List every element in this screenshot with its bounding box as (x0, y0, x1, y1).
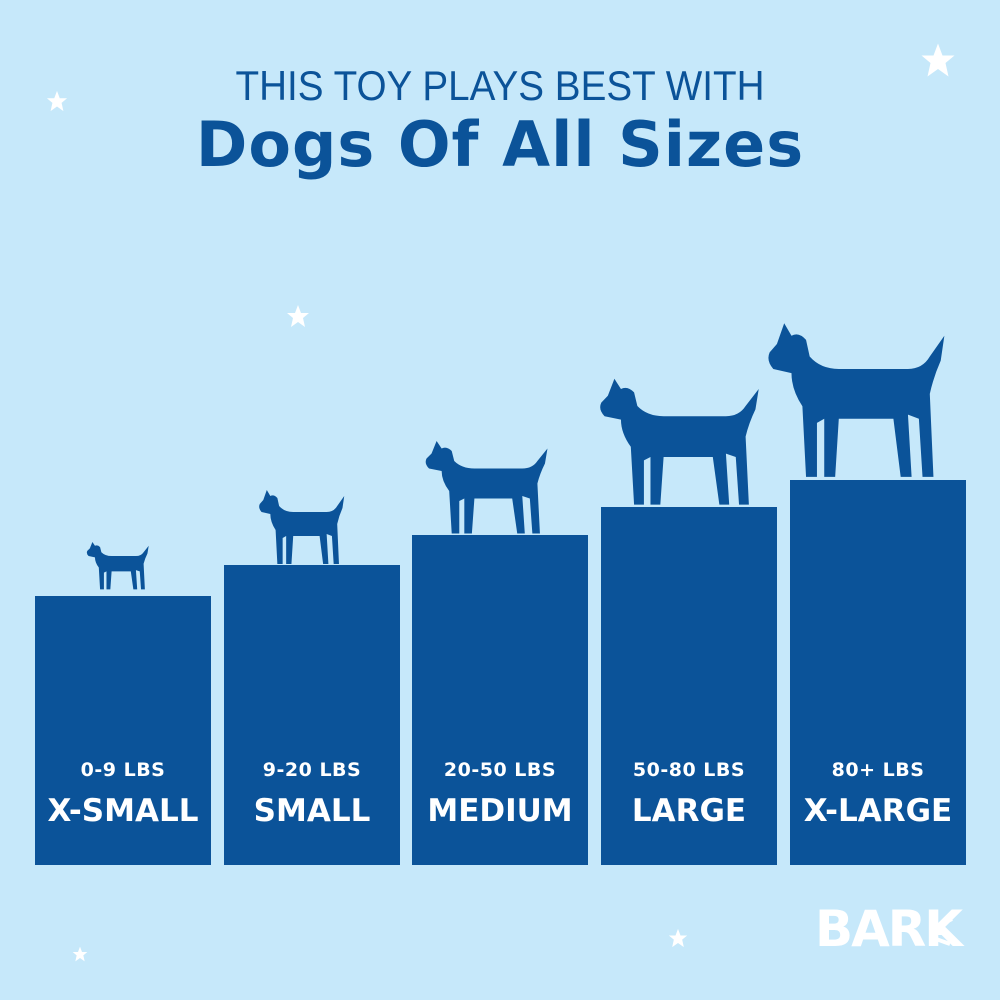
size-label: X-LARGE (803, 793, 953, 829)
terrier-silhouette-icon (259, 490, 345, 564)
size-label: SMALL (253, 793, 371, 829)
star-icon (668, 928, 688, 948)
headline-main: Dogs Of All Sizes (195, 108, 805, 181)
size-column-large: 50-80 LBS LARGE (601, 507, 777, 865)
weight-label: 20-50 LBS (443, 759, 557, 781)
size-column-x-small: 0-9 LBS X-SMALL (35, 596, 211, 865)
great-dane-silhouette-icon (768, 323, 945, 477)
star-icon (921, 43, 955, 77)
bark-logo: BARK (815, 900, 963, 958)
retriever-silhouette-icon (600, 378, 759, 505)
size-label: MEDIUM (427, 793, 573, 829)
weight-label: 0-9 LBS (80, 759, 166, 781)
chihuahua-silhouette-icon (86, 541, 149, 590)
labrador-silhouette-icon (425, 441, 548, 534)
bark-logo-burst-icon (935, 917, 953, 946)
weight-label: 9-20 LBS (262, 759, 362, 781)
headline-top: THIS TOY PLAYS BEST WITH (235, 62, 765, 109)
star-icon (46, 90, 68, 112)
star-icon (72, 946, 88, 962)
size-label: LARGE (631, 793, 747, 829)
size-column-medium: 20-50 LBS MEDIUM (412, 535, 588, 865)
size-label: X-SMALL (47, 793, 199, 829)
size-column-x-large: 80+ LBS X-LARGE (790, 480, 966, 865)
star-icon (287, 305, 309, 327)
size-column-small: 9-20 LBS SMALL (224, 565, 400, 865)
weight-label: 50-80 LBS (632, 759, 746, 781)
weight-label: 80+ LBS (831, 759, 925, 781)
